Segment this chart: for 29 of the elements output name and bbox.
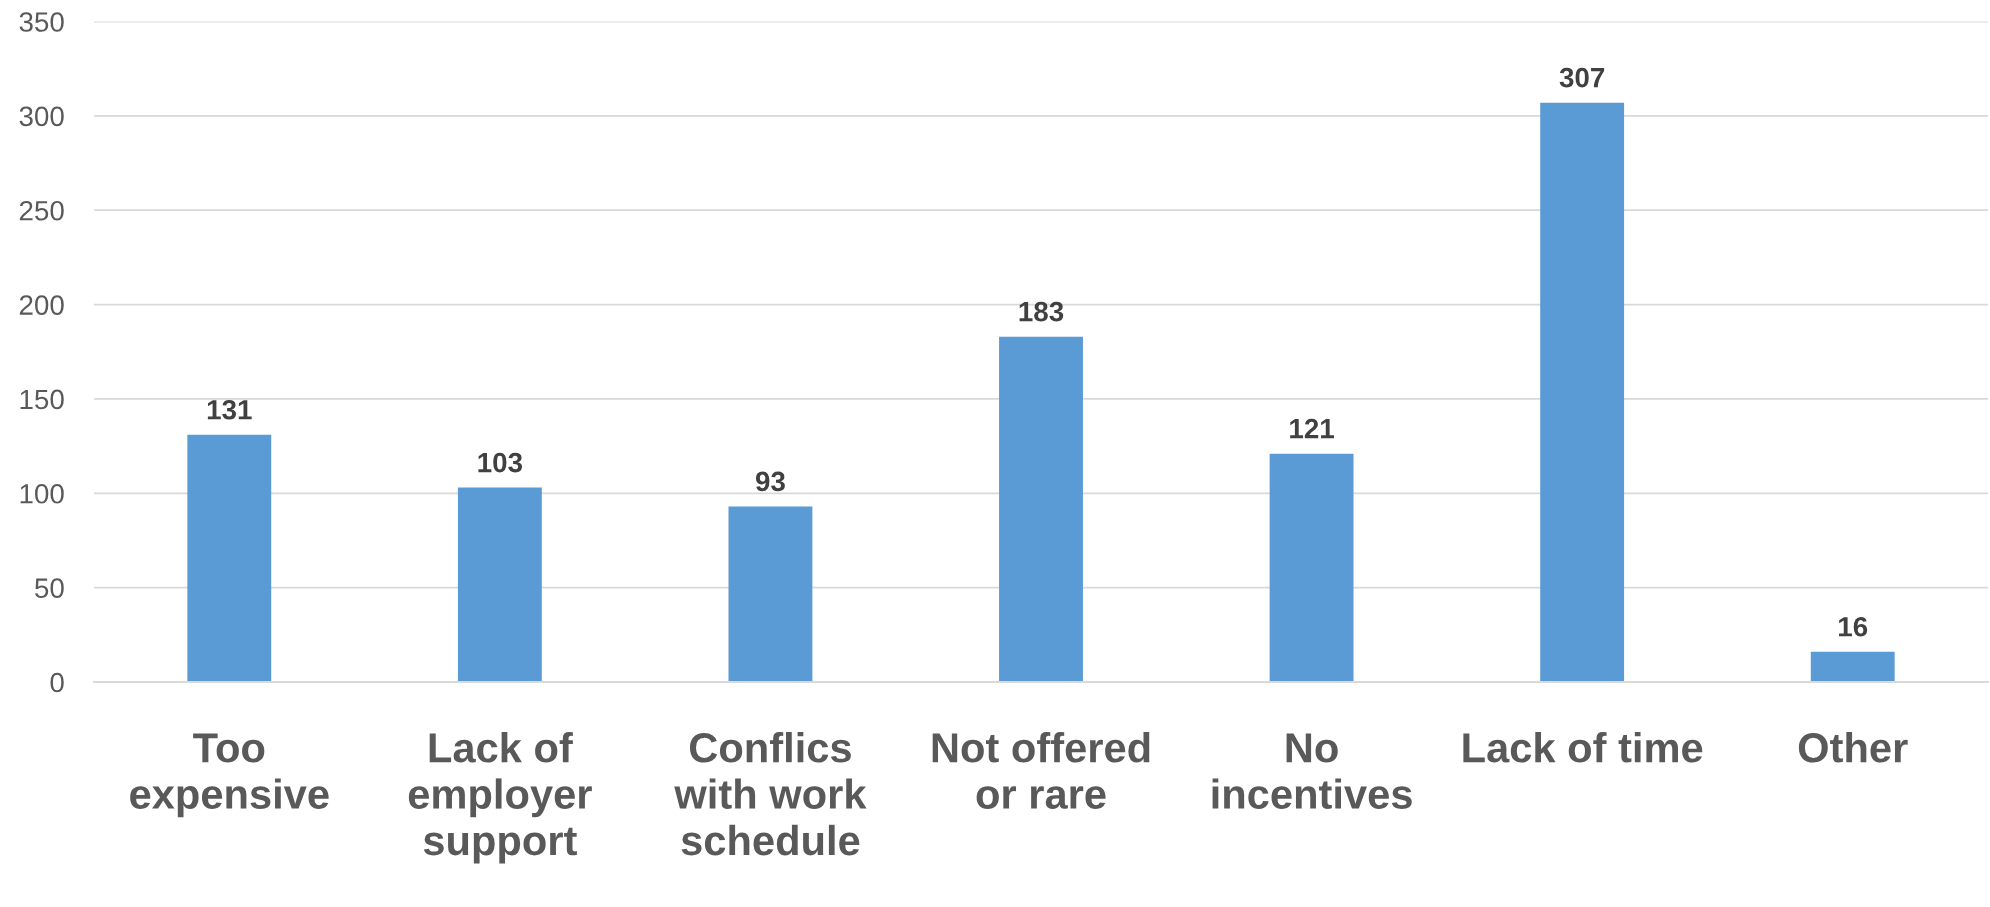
- data-label: 103: [478, 452, 523, 473]
- y-tick-label: 250: [19, 200, 64, 221]
- y-tick-label: 350: [19, 12, 64, 32]
- bar: [1810, 651, 1895, 682]
- bar: [728, 506, 813, 682]
- x-tick-label: Not offered or rare: [932, 732, 1150, 809]
- bar: [1269, 453, 1354, 682]
- x-tick-label: No incentives: [1212, 733, 1412, 809]
- data-label: 183: [1019, 301, 1064, 322]
- data-label: 93: [755, 471, 785, 492]
- y-tick-label: 150: [20, 389, 64, 410]
- data-label: 307: [1559, 67, 1605, 88]
- data-label: 16: [1839, 616, 1868, 637]
- x-tick-label: Lack of time: [1463, 732, 1703, 763]
- bar: [999, 336, 1083, 682]
- data-label: 131: [207, 399, 252, 420]
- x-tick-label: Too expensive: [130, 733, 329, 818]
- bar: [457, 487, 542, 682]
- x-tick-label: Lack of employer support: [408, 732, 592, 864]
- y-tick-label: 50: [35, 578, 64, 598]
- x-tick-label: Other: [1798, 732, 1908, 763]
- bar: [187, 434, 272, 682]
- y-tick-label: 100: [20, 483, 64, 504]
- y-tick-label: 300: [19, 106, 64, 127]
- x-tick-label: Conflics with work schedule: [674, 732, 867, 856]
- y-tick-label: 0: [50, 672, 64, 693]
- bar: [1540, 102, 1625, 682]
- y-tick-label: 200: [19, 295, 64, 315]
- data-label: 121: [1290, 418, 1334, 439]
